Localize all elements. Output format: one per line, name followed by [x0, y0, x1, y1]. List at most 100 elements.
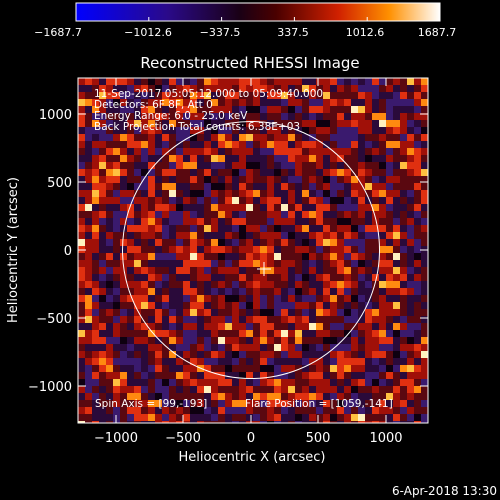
- image-pixel: [204, 106, 211, 113]
- image-pixel: [204, 232, 211, 239]
- image-pixel: [197, 246, 204, 253]
- image-pixel: [120, 288, 127, 295]
- image-pixel: [295, 274, 302, 281]
- image-pixel: [386, 232, 393, 239]
- image-pixel: [211, 337, 218, 344]
- image-pixel: [134, 78, 141, 85]
- image-pixel: [162, 365, 169, 372]
- image-pixel: [365, 134, 372, 141]
- image-pixel: [120, 99, 127, 106]
- image-pixel: [183, 141, 190, 148]
- image-pixel: [302, 309, 309, 316]
- image-pixel: [176, 365, 183, 372]
- image-pixel: [246, 127, 253, 134]
- image-pixel: [260, 134, 267, 141]
- image-pixel: [197, 358, 204, 365]
- image-pixel: [365, 281, 372, 288]
- image-pixel: [393, 316, 400, 323]
- image-pixel: [99, 127, 106, 134]
- image-pixel: [239, 288, 246, 295]
- image-pixel: [92, 421, 99, 423]
- image-pixel: [225, 211, 232, 218]
- image-pixel: [414, 316, 421, 323]
- image-pixel: [274, 148, 281, 155]
- image-pixel: [246, 204, 253, 211]
- image-pixel: [372, 120, 379, 127]
- image-pixel: [337, 330, 344, 337]
- image-pixel: [155, 421, 162, 423]
- image-pixel: [218, 274, 225, 281]
- image-pixel: [386, 260, 393, 267]
- image-pixel: [281, 414, 288, 421]
- image-pixel: [204, 162, 211, 169]
- image-pixel: [190, 239, 197, 246]
- image-pixel: [127, 267, 134, 274]
- image-pixel: [414, 393, 421, 400]
- image-pixel: [148, 414, 155, 421]
- image-pixel: [197, 162, 204, 169]
- image-pixel: [239, 323, 246, 330]
- image-pixel: [106, 407, 113, 414]
- image-pixel: [407, 414, 414, 421]
- image-pixel: [316, 78, 323, 85]
- image-pixel: [246, 260, 253, 267]
- x-tick-label: −1000: [94, 431, 138, 446]
- image-pixel: [155, 414, 162, 421]
- image-pixel: [330, 190, 337, 197]
- image-pixel: [393, 407, 400, 414]
- image-pixel: [358, 211, 365, 218]
- image-pixel: [92, 344, 99, 351]
- image-pixel: [365, 267, 372, 274]
- image-pixel: [120, 120, 127, 127]
- image-pixel: [281, 113, 288, 120]
- image-pixel: [316, 113, 323, 120]
- image-pixel: [239, 358, 246, 365]
- image-pixel: [358, 372, 365, 379]
- image-pixel: [134, 106, 141, 113]
- image-pixel: [281, 421, 288, 423]
- image-pixel: [274, 309, 281, 316]
- image-pixel: [246, 400, 253, 407]
- image-pixel: [421, 274, 428, 281]
- image-pixel: [386, 379, 393, 386]
- image-pixel: [386, 197, 393, 204]
- image-pixel: [274, 225, 281, 232]
- image-pixel: [302, 92, 309, 99]
- image-pixel: [148, 134, 155, 141]
- image-pixel: [372, 155, 379, 162]
- image-pixel: [400, 330, 407, 337]
- image-pixel: [162, 197, 169, 204]
- image-pixel: [253, 414, 260, 421]
- image-pixel: [92, 281, 99, 288]
- image-pixel: [78, 225, 85, 232]
- image-pixel: [85, 421, 92, 423]
- image-pixel: [344, 169, 351, 176]
- image-pixel: [386, 337, 393, 344]
- image-pixel: [337, 267, 344, 274]
- image-pixel: [267, 316, 274, 323]
- image-pixel: [99, 78, 106, 85]
- image-pixel: [232, 92, 239, 99]
- image-pixel: [225, 295, 232, 302]
- image-pixel: [351, 190, 358, 197]
- image-pixel: [379, 162, 386, 169]
- image-pixel: [309, 155, 316, 162]
- image-pixel: [302, 155, 309, 162]
- image-pixel: [372, 309, 379, 316]
- image-pixel: [393, 253, 400, 260]
- image-pixel: [302, 295, 309, 302]
- image-pixel: [393, 141, 400, 148]
- image-pixel: [379, 295, 386, 302]
- image-pixel: [351, 162, 358, 169]
- image-pixel: [141, 127, 148, 134]
- image-pixel: [211, 239, 218, 246]
- image-pixel: [162, 274, 169, 281]
- image-pixel: [414, 218, 421, 225]
- image-pixel: [169, 302, 176, 309]
- image-pixel: [379, 155, 386, 162]
- image-pixel: [134, 365, 141, 372]
- image-pixel: [176, 274, 183, 281]
- image-pixel: [393, 218, 400, 225]
- image-pixel: [393, 92, 400, 99]
- image-pixel: [92, 351, 99, 358]
